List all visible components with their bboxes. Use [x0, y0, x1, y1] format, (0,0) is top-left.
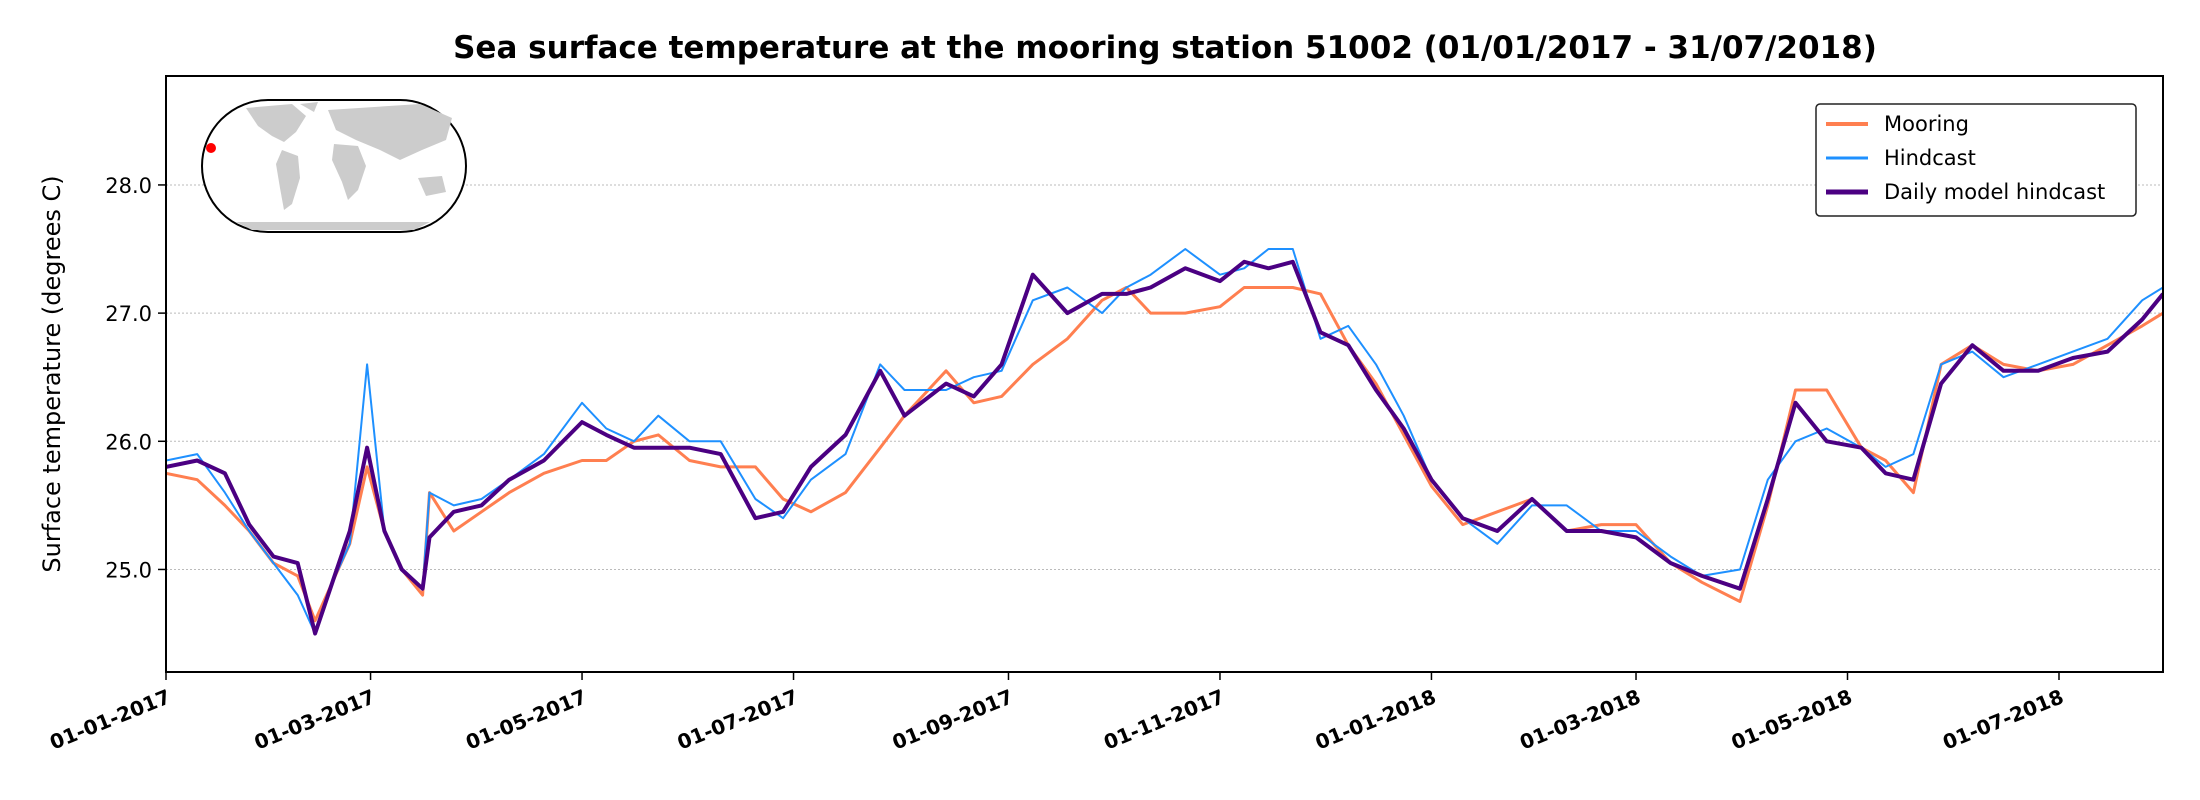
x-tick-label: 01-01-2018 [1312, 684, 1440, 754]
x-tick-label: 01-05-2018 [1728, 684, 1856, 754]
x-tick-label: 01-03-2018 [1516, 684, 1644, 754]
legend: Mooring Hindcast Daily model hindcast [1815, 103, 2137, 217]
y-tick-label: 26.0 [105, 430, 152, 454]
world-map-inset [201, 99, 467, 233]
x-tick-label: 01-05-2017 [462, 684, 590, 754]
legend-box [1815, 103, 2137, 217]
legend-label: Hindcast [1884, 146, 1976, 170]
x-axis: 01-01-2017 01-03-2017 01-05-2017 01-07-2017… [46, 672, 2067, 755]
map-land [236, 102, 452, 230]
series-line-daily-model-hindcast [166, 259, 2163, 636]
plot-frame [165, 75, 2164, 673]
x-tick-label: 01-09-2017 [889, 684, 1017, 754]
chart-title: Sea surface temperature at the mooring s… [453, 30, 1877, 66]
legend-label: Mooring [1884, 112, 1969, 136]
station-marker [206, 143, 216, 153]
series-line-mooring [166, 286, 2163, 623]
x-tick-label: 01-01-2017 [46, 684, 174, 754]
y-tick-label: 27.0 [105, 302, 152, 326]
legend-label: Daily model hindcast [1884, 180, 2105, 204]
x-tick-label: 01-07-2018 [1939, 684, 2067, 754]
x-tick-label: 01-11-2017 [1100, 684, 1228, 754]
x-tick-label: 01-03-2017 [251, 684, 379, 754]
y-axis-label: Surface temperature (degrees C) [38, 175, 66, 572]
x-tick-label: 01-07-2017 [674, 684, 802, 754]
y-tick-label: 28.0 [105, 174, 152, 198]
plot-area [166, 248, 2163, 636]
y-tick-label: 25.0 [105, 558, 152, 582]
y-axis: 25.0 26.0 27.0 28.0 [105, 174, 166, 582]
gridlines [166, 184, 2163, 570]
